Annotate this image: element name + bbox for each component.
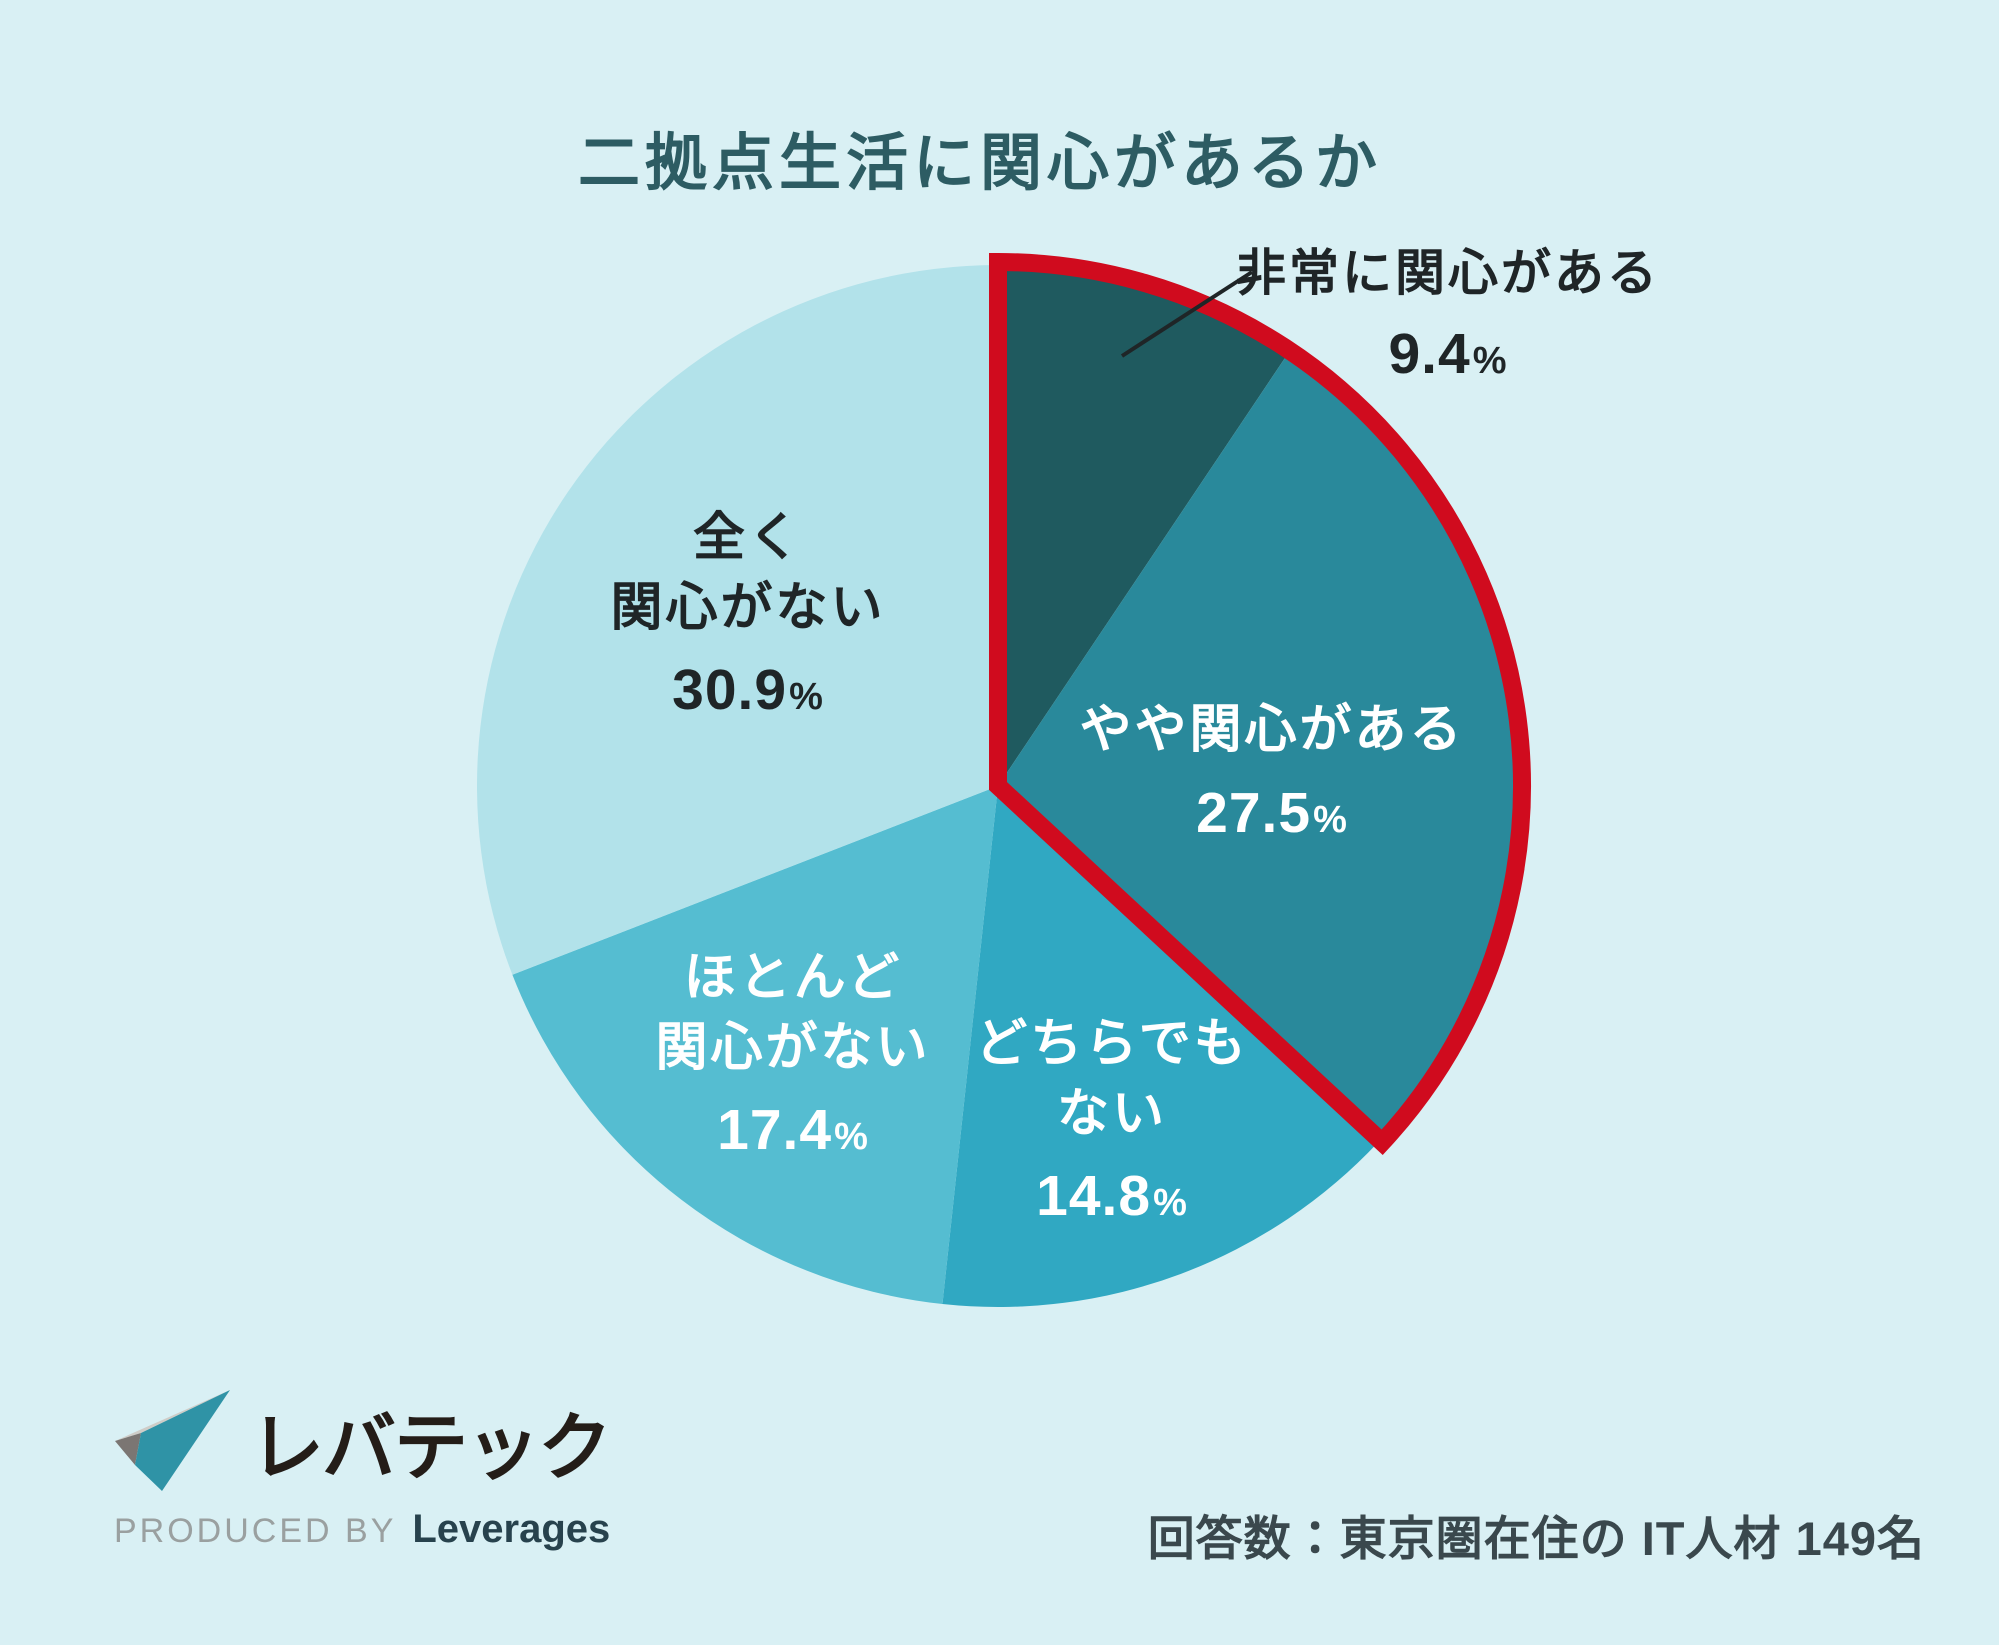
percent-sign: %	[1313, 798, 1348, 841]
company-name: Leverages	[412, 1507, 611, 1551]
slice-label-3: どちらでも ない 14.8%	[975, 1010, 1248, 1229]
slice-label-text: やや関心がある	[1079, 701, 1465, 759]
brand-name: レバテック	[250, 1406, 612, 1489]
levtech-logo: レバテック PRODUCED BY Leverages	[100, 1384, 612, 1552]
respondents-note: 回答数：東京圏在住の IT人材 149名	[1147, 1512, 1925, 1565]
percent-sign: %	[834, 1116, 869, 1159]
percent-sign: %	[789, 676, 824, 719]
slice-label-2: やや関心がある 27.5%	[1079, 696, 1464, 846]
slice-label-4: ほとんど 関心がない 17.4%	[655, 944, 930, 1163]
leader-line	[1120, 270, 1254, 358]
pie-slice-1	[998, 265, 1289, 786]
slice-label-5: 全く 関心がない 30.9%	[610, 504, 885, 723]
produced-by-label: PRODUCED BY	[114, 1512, 397, 1550]
pie-slice-2	[998, 353, 1520, 1141]
slice-label-text: 全く	[692, 509, 804, 567]
slice-percent: 30.9%	[672, 658, 824, 723]
chart-title: 二拠点生活に関心があるか	[577, 129, 1382, 198]
slice-percent: 17.4%	[717, 1098, 869, 1163]
slice-percent: 27.5%	[1196, 780, 1348, 845]
highlight-outline	[989, 252, 1531, 1156]
slice-label-text: どちらでも	[975, 1015, 1249, 1073]
slice-percent: 14.8%	[1036, 1164, 1188, 1229]
pie-slice-4	[512, 786, 998, 1305]
logo-mark-icon	[115, 1390, 230, 1491]
percent-sign: %	[1472, 340, 1508, 382]
slice-label-text: 関心がない	[610, 578, 886, 637]
pie-slice-5	[476, 265, 999, 975]
slice-label-text: 関心がない	[655, 1018, 931, 1077]
slice-label-text: ない	[1056, 1084, 1168, 1143]
slice-percent: 9.4%	[1388, 322, 1508, 386]
slice-label-text: 非常に関心がある	[1236, 245, 1660, 301]
slice-label-1: 非常に関心がある 9.4%	[1236, 240, 1660, 387]
percent-sign: %	[1153, 1182, 1188, 1225]
pie-slice-3	[942, 786, 1381, 1307]
slice-label-text: ほとんど	[683, 949, 903, 1007]
pie-slices	[476, 265, 1520, 1307]
